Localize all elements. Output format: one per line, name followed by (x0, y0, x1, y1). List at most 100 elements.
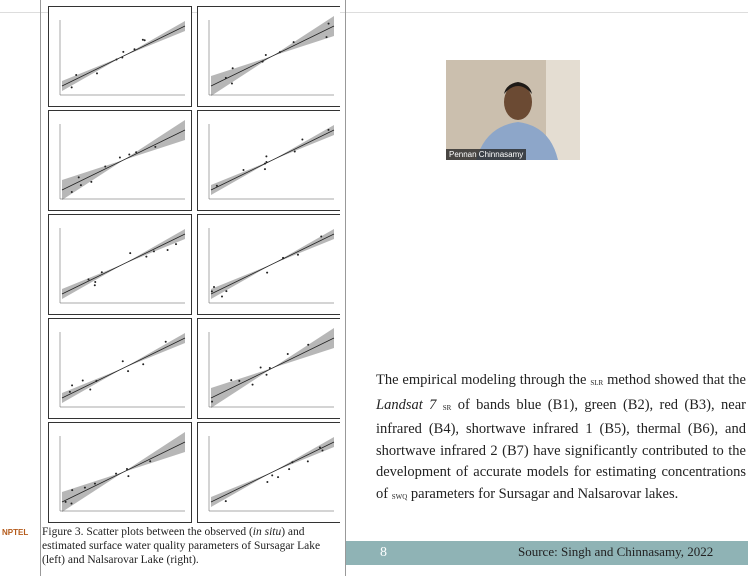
point (238, 380, 240, 382)
point (264, 163, 266, 165)
point (149, 460, 151, 462)
point (94, 483, 96, 485)
point (231, 83, 233, 85)
point (326, 36, 328, 38)
plot-frame (49, 215, 192, 315)
point (211, 401, 213, 403)
point (271, 474, 273, 476)
point (293, 41, 295, 43)
point (211, 290, 213, 292)
page-number: 8 (380, 545, 387, 561)
point (213, 286, 215, 288)
plot-frame (198, 319, 341, 419)
plot-frame (198, 215, 341, 315)
point (121, 57, 123, 59)
point (242, 169, 244, 171)
point (230, 379, 232, 381)
point (116, 59, 118, 61)
point (101, 271, 103, 273)
plot-frame (49, 111, 192, 211)
point (69, 391, 71, 393)
presenter-name: Pennan Chinnasamy (446, 149, 526, 160)
point (266, 272, 268, 274)
plot-frame (49, 319, 192, 419)
slide: {"figure": {"caption_parts": ["Figure 3.… (0, 0, 748, 576)
point (71, 384, 73, 386)
point (94, 284, 96, 286)
point (65, 501, 67, 503)
point (291, 461, 293, 463)
plot-frame (49, 423, 192, 523)
point (266, 374, 268, 376)
point (165, 341, 167, 343)
point (142, 363, 144, 365)
point (129, 252, 131, 254)
point (287, 353, 289, 355)
point (71, 191, 73, 193)
point (122, 51, 124, 53)
point (262, 61, 264, 63)
text: parameters for Sursagar and Nalsarovar l… (407, 486, 678, 502)
point (279, 51, 281, 53)
point (104, 165, 106, 167)
point (307, 460, 309, 462)
point (225, 500, 227, 502)
subscript: SLR (590, 379, 603, 387)
point (265, 54, 267, 56)
point (288, 468, 290, 470)
point (145, 256, 147, 258)
point (260, 367, 262, 369)
source-note: Source: Singh and Chinnasamy, 2022 (518, 544, 713, 560)
point (154, 146, 156, 148)
point (87, 278, 89, 280)
point (320, 235, 322, 237)
point (252, 384, 254, 386)
point (128, 153, 130, 155)
point (75, 74, 77, 76)
point (328, 23, 330, 25)
logo-text: NPTEL (2, 528, 28, 537)
point (127, 370, 129, 372)
point (153, 250, 155, 252)
point (265, 161, 267, 163)
point (269, 367, 271, 369)
point (95, 380, 97, 382)
point (127, 475, 129, 477)
plot-frame (49, 7, 192, 107)
italic-text: Landsat 7 (376, 397, 436, 413)
point (122, 360, 124, 362)
point (277, 476, 279, 478)
point (71, 86, 73, 88)
point (294, 150, 296, 152)
point (301, 139, 303, 141)
point (80, 184, 82, 186)
point (225, 77, 227, 79)
point (321, 449, 323, 451)
point (175, 243, 177, 245)
point (216, 185, 218, 187)
text: method showed that the (603, 372, 746, 388)
point (71, 489, 73, 491)
point (319, 446, 321, 448)
point (96, 72, 98, 74)
point (327, 129, 329, 131)
figure-caption: Figure 3. Scatter plots between the obse… (42, 525, 342, 567)
point (115, 473, 117, 475)
plot-frame (198, 111, 341, 211)
point (232, 67, 234, 69)
point (84, 487, 86, 489)
point (142, 39, 144, 41)
point (70, 502, 72, 504)
presenter-video: Pennan Chinnasamy (446, 60, 580, 160)
point (90, 181, 92, 183)
point (282, 257, 284, 259)
point (307, 344, 309, 346)
subscript: SWQ (392, 493, 408, 501)
point (221, 295, 223, 297)
body-paragraph: The empirical modeling through the SLR m… (376, 370, 746, 508)
point (264, 168, 266, 170)
plot-frame (198, 7, 341, 107)
plot-frame (198, 423, 341, 523)
point (144, 39, 146, 41)
presenter-figure (446, 60, 580, 160)
